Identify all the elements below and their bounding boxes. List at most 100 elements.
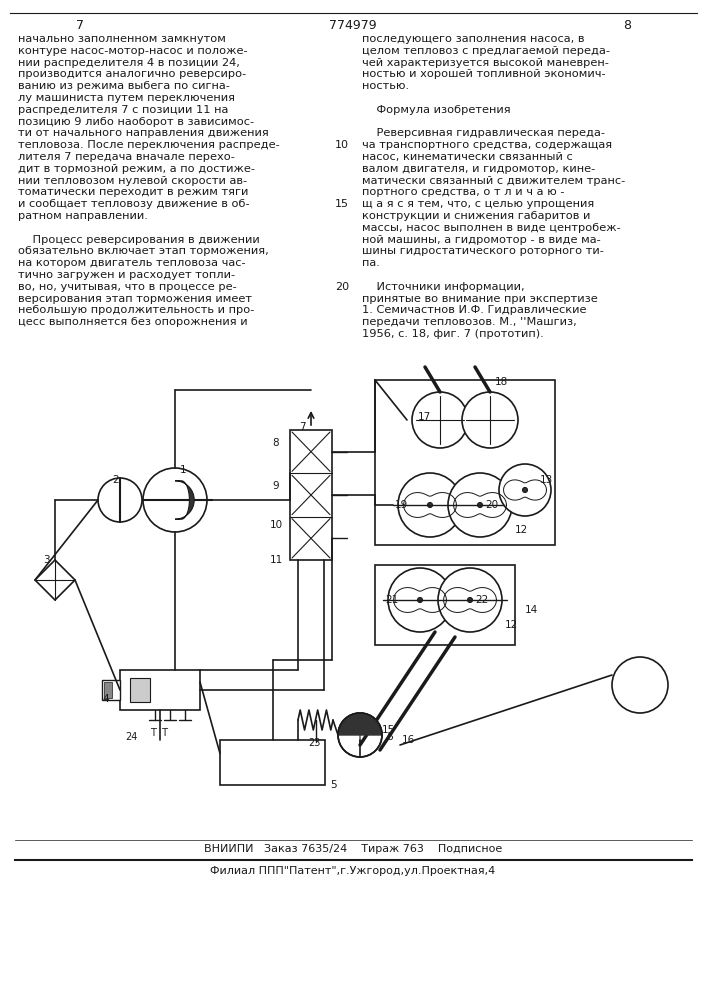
Text: щ а я с я тем, что, с целью упрощения: щ а я с я тем, что, с целью упрощения [362,199,595,209]
Text: конструкции и снижения габаритов и: конструкции и снижения габаритов и [362,211,590,221]
Text: начально заполненном замкнутом: начально заполненном замкнутом [18,34,226,44]
Text: 15: 15 [382,725,395,735]
Text: 18: 18 [495,377,508,387]
Polygon shape [35,560,75,600]
Text: 16: 16 [402,735,415,745]
Text: 24: 24 [125,732,137,742]
Text: принятые во внимание при экспертизе: принятые во внимание при экспертизе [362,294,597,304]
Circle shape [448,473,512,537]
Bar [130,678,150,702]
Circle shape [398,473,462,537]
Text: небольшую продолжительность и про-: небольшую продолжительность и про- [18,305,255,315]
Text: распределителя 7 с позиции 11 на: распределителя 7 с позиции 11 на [18,105,228,115]
Text: дит в тормозной режим, а по достиже-: дит в тормозной режим, а по достиже- [18,164,255,174]
Circle shape [388,568,452,632]
Text: последующего заполнения насоса, в: последующего заполнения насоса, в [362,34,585,44]
Text: валом двигателя, и гидромотор, кине-: валом двигателя, и гидромотор, кине- [362,164,595,174]
Text: нии тепловозом нулевой скорости ав-: нии тепловозом нулевой скорости ав- [18,176,247,186]
Text: Филиал ППП"Патент",г.Ужгород,ул.Проектная,4: Филиал ППП"Патент",г.Ужгород,ул.Проектна… [211,866,496,876]
Text: тепловоза. После переключения распреде-: тепловоза. После переключения распреде- [18,140,280,150]
Text: 23: 23 [308,738,320,748]
Text: 9: 9 [272,481,279,491]
Text: во, но, учитывая, что в процессе ре-: во, но, учитывая, что в процессе ре- [18,282,237,292]
Text: 12: 12 [505,620,518,630]
Circle shape [143,468,207,532]
Text: ванию из режима выбега по сигна-: ванию из режима выбега по сигна- [18,81,230,91]
Circle shape [418,597,423,602]
Text: 4: 4 [102,694,109,704]
Bar [104,682,112,698]
Text: передачи тепловозов. М., ''Машгиз,: передачи тепловозов. М., ''Машгиз, [362,317,577,327]
Text: 3: 3 [43,555,49,565]
Text: 21: 21 [385,595,398,605]
Text: обязательно включает этап торможения,: обязательно включает этап торможения, [18,246,269,256]
Text: 6: 6 [386,732,392,742]
Circle shape [477,502,482,508]
Polygon shape [175,481,194,519]
Bar [375,565,515,645]
Text: 1. Семичастнов И.Ф. Гидравлические: 1. Семичастнов И.Ф. Гидравлические [362,305,587,315]
Text: и сообщает тепловозу движение в об-: и сообщает тепловозу движение в об- [18,199,250,209]
Text: томатически переходит в режим тяги: томатически переходит в режим тяги [18,187,248,197]
Bar [120,670,200,710]
Text: целом тепловоз с предлагаемой переда-: целом тепловоз с предлагаемой переда- [362,46,610,56]
Bar [375,380,555,545]
Bar [290,430,332,560]
Text: на котором двигатель тепловоза час-: на котором двигатель тепловоза час- [18,258,245,268]
Text: 19: 19 [395,500,408,510]
Text: 1: 1 [180,465,187,475]
Text: 17: 17 [418,412,431,422]
Text: ча транспортного средства, содержащая: ча транспортного средства, содержащая [362,140,612,150]
Circle shape [98,478,142,522]
Text: позицию 9 либо наоборот в зависимос-: позицию 9 либо наоборот в зависимос- [18,117,254,127]
Bar [220,740,325,785]
Text: 7: 7 [299,422,305,432]
Text: Реверсивная гидравлическая переда-: Реверсивная гидравлическая переда- [362,128,605,138]
Text: 22: 22 [475,595,489,605]
Text: ностью.: ностью. [362,81,409,91]
Circle shape [438,568,502,632]
Text: версирования этап торможения имеет: версирования этап торможения имеет [18,294,252,304]
Text: 12: 12 [515,525,528,535]
Text: чей характеризуется высокой маневрен-: чей характеризуется высокой маневрен- [362,58,609,68]
Text: Процесс реверсирования в движении: Процесс реверсирования в движении [18,235,259,245]
Text: 7: 7 [76,19,84,32]
Text: 15: 15 [335,199,349,209]
Text: 20: 20 [335,282,349,292]
Circle shape [467,597,472,602]
Text: контуре насос-мотор-насос и положе-: контуре насос-мотор-насос и положе- [18,46,247,56]
Text: 2: 2 [112,475,119,485]
Circle shape [462,392,518,448]
Text: 10: 10 [270,520,283,530]
Text: ратном направлении.: ратном направлении. [18,211,148,221]
Text: тично загружен и расходует топли-: тично загружен и расходует топли- [18,270,235,280]
Polygon shape [338,713,382,735]
Text: па.: па. [362,258,380,268]
Text: ной машины, а гидромотор - в виде ма-: ной машины, а гидромотор - в виде ма- [362,235,601,245]
Text: 14: 14 [525,605,538,615]
Bar [102,680,120,700]
Text: 8: 8 [272,438,279,448]
Text: T  T: T T [150,728,168,738]
Text: нии распределителя 4 в позиции 24,: нии распределителя 4 в позиции 24, [18,58,240,68]
Text: 1956, с. 18, фиг. 7 (прототип).: 1956, с. 18, фиг. 7 (прототип). [362,329,544,339]
Text: 20: 20 [485,500,498,510]
Circle shape [522,488,527,492]
Text: портного средства, о т л и ч а ю -: портного средства, о т л и ч а ю - [362,187,564,197]
Text: ностью и хорошей топливной экономич-: ностью и хорошей топливной экономич- [362,69,606,79]
Text: лу машиниста путем переключения: лу машиниста путем переключения [18,93,235,103]
Circle shape [412,392,468,448]
Text: цесс выполняется без опорожнения и: цесс выполняется без опорожнения и [18,317,247,327]
Text: 774979: 774979 [329,19,377,32]
Text: Формула изобретения: Формула изобретения [362,105,510,115]
Text: ВНИИПИ   Заказ 7635/24    Тираж 763    Подписное: ВНИИПИ Заказ 7635/24 Тираж 763 Подписное [204,844,502,854]
Text: насос, кинематически связанный с: насос, кинематически связанный с [362,152,573,162]
Text: 5: 5 [330,780,337,790]
Circle shape [428,502,433,508]
Text: 13: 13 [540,475,554,485]
Circle shape [612,657,668,713]
Text: производится аналогично реверсиро-: производится аналогично реверсиро- [18,69,246,79]
Text: массы, насос выполнен в виде центробеж-: массы, насос выполнен в виде центробеж- [362,223,621,233]
Circle shape [338,713,382,757]
Polygon shape [310,742,322,751]
